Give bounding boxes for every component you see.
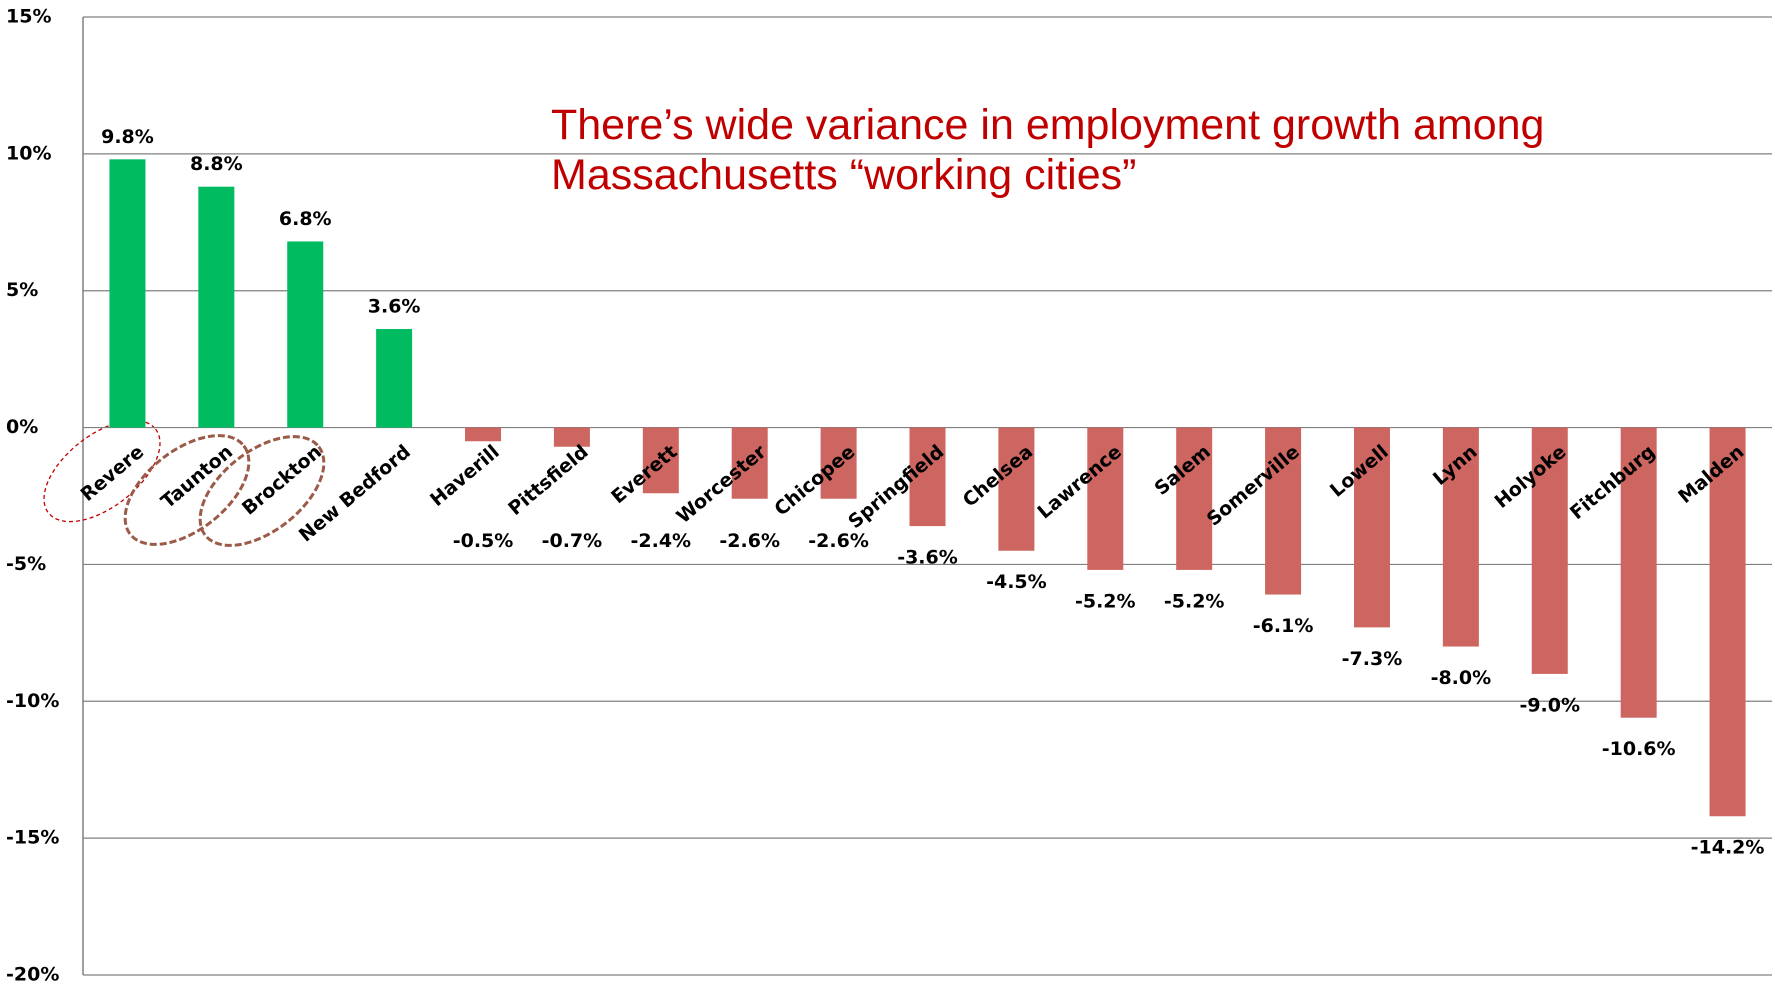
bar — [109, 159, 146, 428]
value-label: 9.8% — [101, 126, 154, 148]
bar — [1087, 427, 1124, 570]
bar — [909, 427, 946, 527]
value-label: -5.2% — [1164, 590, 1225, 612]
value-label: -8.0% — [1431, 667, 1492, 689]
y-tick-label: 5% — [6, 279, 38, 301]
y-tick-label: -5% — [6, 553, 46, 575]
y-tick-label: -15% — [6, 827, 59, 849]
bar — [553, 427, 590, 447]
bar — [1531, 427, 1568, 674]
value-label: -5.2% — [1075, 590, 1136, 612]
value-label: -6.1% — [1253, 615, 1314, 637]
highlight-ellipse — [198, 435, 326, 547]
highlight-ellipse — [43, 419, 161, 523]
bar — [1442, 427, 1479, 647]
bar — [198, 186, 235, 428]
y-tick-label: 15% — [6, 6, 51, 28]
value-label: -4.5% — [986, 571, 1047, 593]
annotation: There’s wide variance in employment grow… — [551, 101, 1545, 199]
bar — [1353, 427, 1390, 628]
bar — [376, 329, 413, 428]
x-tick-label: Taunton — [157, 441, 237, 513]
value-label: -2.6% — [719, 530, 780, 552]
bar — [642, 427, 679, 494]
value-label: -0.7% — [542, 530, 603, 552]
value-label: -9.0% — [1519, 694, 1580, 716]
value-label: -14.2% — [1691, 837, 1765, 859]
value-label: -10.6% — [1602, 738, 1676, 760]
value-label: -0.5% — [453, 530, 514, 552]
bar — [731, 427, 768, 499]
bar — [465, 427, 502, 442]
highlight-ellipse — [123, 434, 251, 546]
y-tick-label: 10% — [6, 142, 51, 164]
bar — [287, 241, 324, 428]
y-tick-label: 0% — [6, 416, 38, 438]
value-label: -7.3% — [1342, 648, 1403, 670]
y-tick-label: -20% — [6, 964, 59, 986]
x-tick-label: Brockton — [238, 441, 326, 520]
value-label: -2.6% — [808, 530, 869, 552]
bar — [1265, 427, 1302, 595]
value-label: 6.8% — [279, 208, 332, 230]
bar — [1620, 427, 1657, 718]
bar — [820, 427, 857, 499]
x-tick-label: Revere — [77, 441, 149, 506]
value-label: 3.6% — [368, 296, 421, 318]
y-tick-label: -10% — [6, 690, 59, 712]
bar — [1176, 427, 1213, 570]
x-tick-label: Pittsfield — [504, 441, 592, 520]
value-label: -3.6% — [897, 547, 958, 569]
bar — [998, 427, 1035, 551]
bar — [1709, 427, 1746, 817]
value-label: 8.8% — [190, 153, 243, 175]
x-tick-label: Haverill — [426, 441, 504, 511]
value-label: -2.4% — [631, 530, 692, 552]
